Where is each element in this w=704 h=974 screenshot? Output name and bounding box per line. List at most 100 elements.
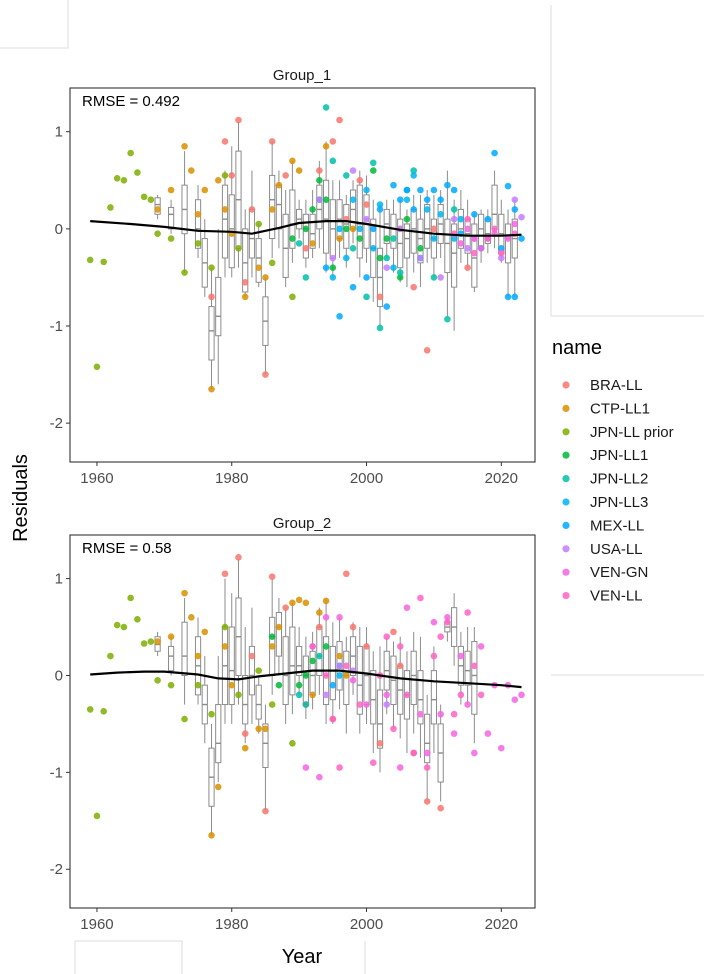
point-jpn-ll1 (322, 643, 330, 650)
boxplot (248, 607, 256, 724)
point-jpn-ll1 (268, 633, 276, 641)
point-ctp-ll1 (221, 206, 229, 213)
box-body (215, 704, 222, 764)
point-ctp-ll1 (208, 385, 215, 393)
boxplot (417, 194, 424, 288)
point-ven-gn (316, 773, 323, 781)
point-jpn-ll-prior (194, 240, 202, 247)
panel-1-smooth-line (90, 220, 522, 237)
legend-title: name (552, 337, 602, 359)
box-body (430, 670, 438, 725)
point-jpn-ll-prior (235, 244, 242, 252)
point-ctp-ll1 (262, 274, 269, 281)
point-ctp-ll1 (241, 744, 249, 752)
box-body (444, 218, 451, 274)
point-jpn-ll1 (289, 235, 296, 242)
point-bra-ll (241, 278, 249, 286)
box-body (356, 184, 363, 259)
point-ven-gn (349, 677, 357, 684)
legend-label: USA-LL (590, 541, 643, 558)
boxplot (437, 704, 444, 802)
point-usa-ll (322, 691, 330, 699)
boxplot (282, 190, 289, 288)
point-jpn-ll-prior (147, 196, 155, 204)
point-ctp-ll1 (336, 235, 343, 242)
boxplot (269, 141, 276, 258)
point-jpn-ll-prior (127, 594, 134, 602)
x-tick-label: 1960 (80, 470, 113, 487)
point-ctp-ll1 (302, 599, 310, 607)
boxplot (221, 170, 229, 278)
boxplot (248, 170, 256, 278)
point-ven-ll (437, 633, 444, 641)
box-body (403, 223, 411, 259)
point-mex-ll (403, 186, 411, 194)
boxplot (451, 593, 458, 666)
point-ven-gn (417, 710, 424, 718)
boxplot (464, 199, 471, 268)
boxplot (322, 141, 330, 273)
point-ven-gn (450, 730, 458, 737)
legend: name BRA-LL CTP-LL1 JPN-LL prior JPN-LL1 JPN… (552, 337, 674, 605)
point-ctp-ll1 (275, 623, 283, 631)
point-ven-ll (390, 725, 397, 733)
legend-label: MEX-LL (590, 517, 644, 534)
point-jpn-ll2 (302, 274, 310, 281)
box-body (181, 621, 188, 676)
point-ven-gn (498, 744, 505, 752)
point-ven-gn (477, 643, 485, 650)
point-jpn-ll2 (396, 269, 404, 276)
box-body (154, 197, 161, 215)
point-jpn-ll-prior (154, 230, 161, 238)
point-ven-ll (336, 764, 343, 771)
boxplot (302, 199, 309, 268)
point-bra-ll (241, 730, 249, 737)
point-ven-ll (417, 594, 424, 602)
box-body (296, 645, 303, 676)
panel-1-frame (69, 87, 536, 463)
point-bra-ll (268, 573, 276, 580)
point-jpn-ll-prior (107, 204, 114, 211)
point-jpn-ll3 (450, 235, 458, 242)
point-jpn-ll3 (423, 206, 431, 213)
point-jpn-ll3 (363, 186, 370, 194)
point-mex-ll (369, 225, 377, 233)
boxplot (437, 190, 444, 258)
point-mex-ll (484, 215, 492, 223)
y-tick-label: 1 (55, 571, 63, 588)
point-mex-ll (437, 196, 444, 204)
point-ven-gn (464, 225, 471, 233)
point-ven-gn (336, 614, 343, 621)
point-jpn-ll1 (302, 672, 310, 679)
panel-2-rmse: RMSE = 0.58 (82, 540, 172, 557)
boxplot (417, 636, 424, 758)
panel-2-title: Group_2 (273, 515, 331, 532)
point-jpn-ll3 (356, 225, 364, 233)
point-jpn-ll-prior (86, 256, 94, 264)
point-ctp-ll1 (349, 225, 357, 233)
boxplot (282, 607, 289, 724)
legend-key (562, 592, 570, 600)
box-body (504, 223, 512, 264)
legend-item: BRA-LL (562, 377, 643, 394)
point-jpn-ll2 (316, 652, 323, 660)
boxplot (410, 631, 417, 734)
legend-entries: BRA-LL CTP-LL1 JPN-LL prior JPN-LL1 JPN-LL2 J… (562, 377, 674, 605)
boxplot (329, 180, 336, 278)
boxplot (316, 607, 323, 695)
legend-key (562, 381, 570, 389)
panel-1-title: Group_1 (273, 67, 331, 84)
point-mex-ll (518, 235, 525, 242)
boxplot (181, 597, 188, 705)
boxplot (390, 641, 397, 729)
boxplot (444, 170, 451, 317)
y-axis-label: Residuals (10, 454, 32, 542)
boxplot (464, 627, 471, 705)
point-mex-ll (349, 283, 357, 291)
point-jpn-ll1 (275, 681, 283, 689)
point-jpn-ll-prior (86, 706, 94, 713)
legend-item: CTP-LL1 (562, 400, 650, 417)
point-ctp-ll1 (255, 264, 262, 272)
point-jpn-ll-prior (120, 176, 128, 184)
